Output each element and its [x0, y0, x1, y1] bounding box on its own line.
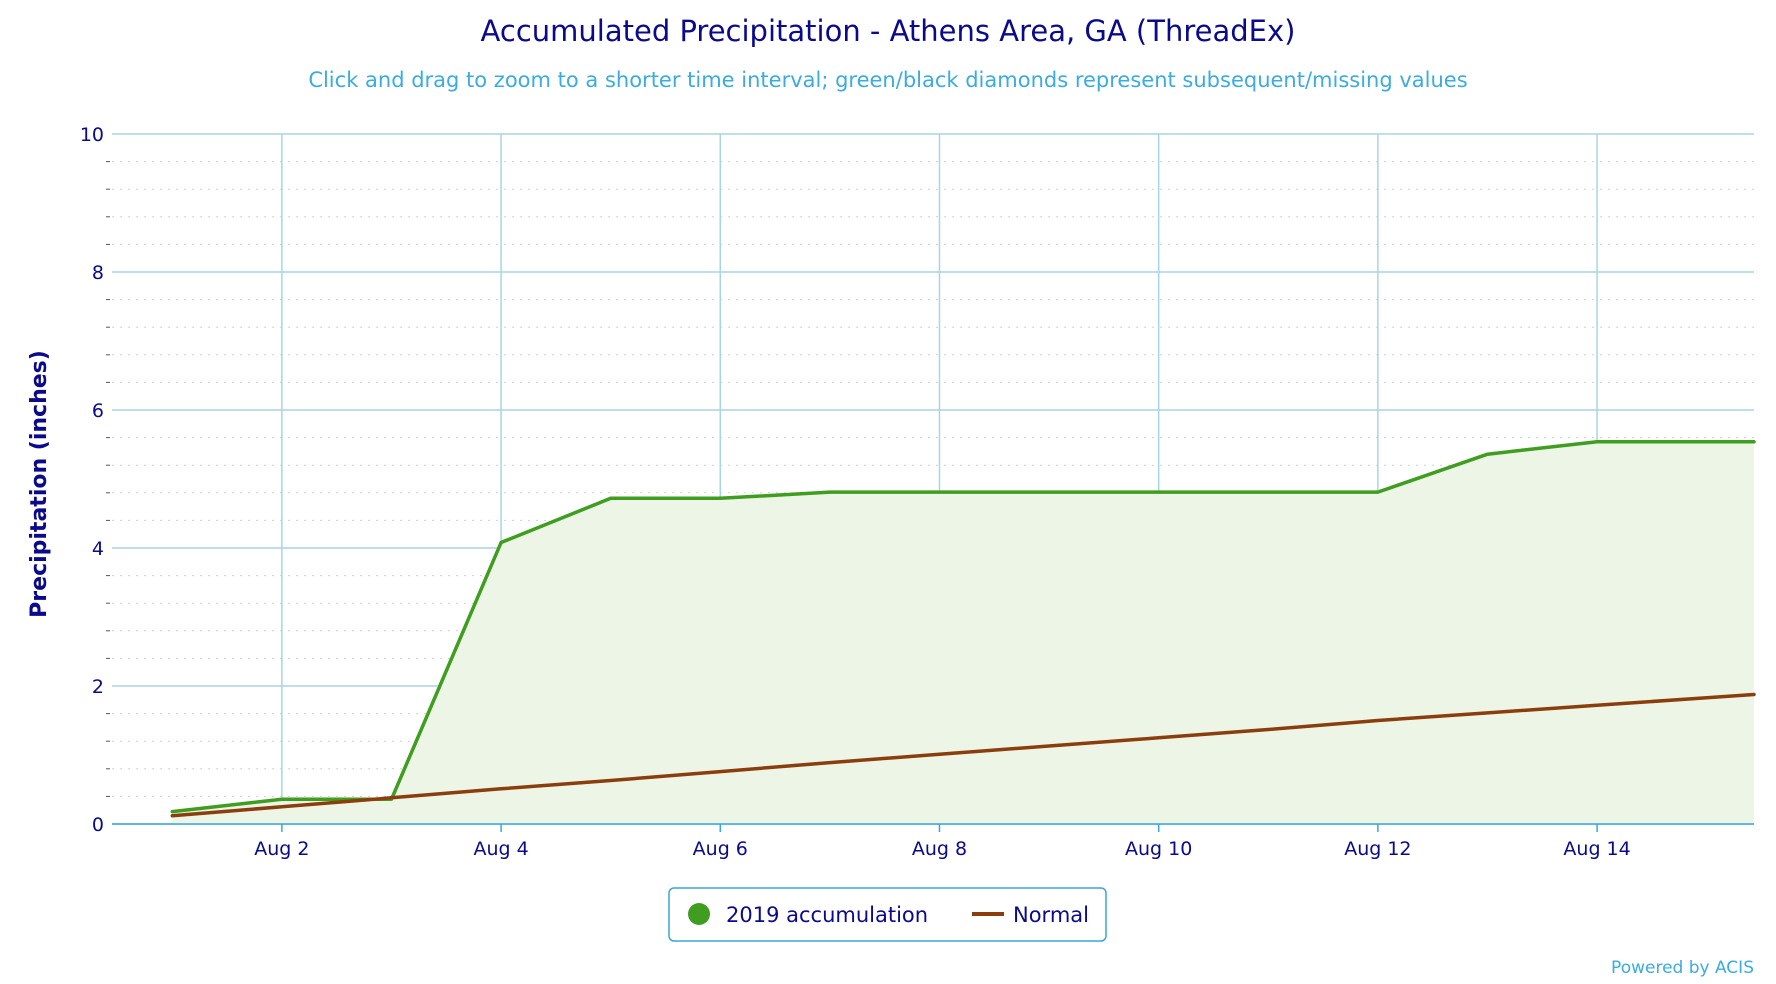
series-area-2019 [172, 441, 1754, 824]
x-tick-label: Aug 10 [1125, 838, 1192, 860]
x-tick-label: Aug 8 [912, 838, 967, 860]
y-axis-title: Precipitation (inches) [27, 350, 52, 618]
x-tick-label: Aug 12 [1344, 838, 1411, 860]
y-tick-label: 6 [92, 400, 104, 422]
chart-title: Accumulated Precipitation - Athens Area,… [481, 14, 1296, 48]
legend-box [668, 887, 1107, 942]
chart-subtitle: Click and drag to zoom to a shorter time… [308, 68, 1467, 92]
y-tick-label: 0 [92, 814, 104, 836]
y-tick-label: 4 [92, 538, 104, 560]
legend-circle-icon [688, 903, 710, 925]
legend-label-normal: Normal [1013, 903, 1089, 927]
legend-label-2019: 2019 accumulation [726, 903, 928, 927]
series-line-normal[interactable] [170, 692, 1756, 818]
x-tick-label: Aug 14 [1563, 838, 1630, 860]
legend-item-2019-accumulation[interactable]: 2019 accumulation [688, 903, 928, 927]
series-line-2019-accumulation[interactable] [170, 439, 1756, 814]
x-tick-label: Aug 4 [473, 838, 528, 860]
legend-item-normal[interactable]: Normal [972, 903, 1089, 927]
credit-link[interactable]: Powered by ACIS [1611, 958, 1754, 978]
y-tick-label: 8 [92, 262, 104, 284]
x-tick-label: Aug 6 [693, 838, 748, 860]
y-tick-label: 2 [92, 676, 104, 698]
legend: 2019 accumulation Normal [668, 887, 1107, 942]
x-tick-label: Aug 2 [254, 838, 309, 860]
y-tick-label: 10 [80, 124, 104, 146]
